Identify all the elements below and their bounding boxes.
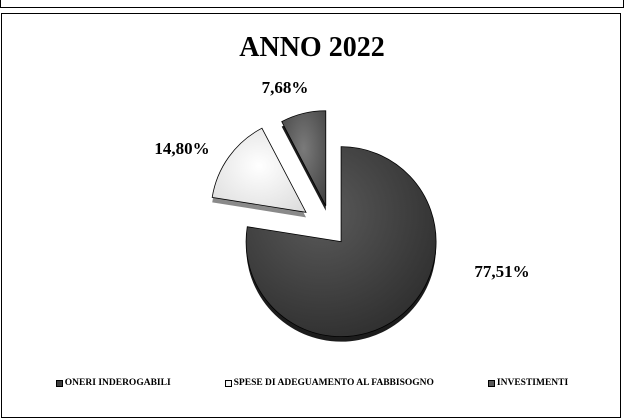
legend-item-oneri-inderogabili: ONERI INDEROGABILI: [55, 378, 171, 388]
slice-oneri-inderogabili: [245, 146, 437, 338]
legend-label: ONERI INDEROGABILI: [64, 378, 171, 388]
legend-item-spese-adeguamento: SPESE DI ADEGUAMENTO AL FABBISOGNO: [224, 378, 434, 388]
data-label-spese-adeguamento: 14,80%: [154, 139, 209, 158]
legend-label: INVESTIMENTI: [496, 378, 569, 388]
data-label-investimenti: 7,68%: [262, 78, 309, 97]
legend-swatch-icon: [487, 379, 495, 387]
legend: ONERI INDEROGABILI SPESE DI ADEGUAMENTO …: [2, 378, 622, 388]
chart-title: ANNO 2022: [239, 32, 385, 63]
legend-item-investimenti: INVESTIMENTI: [487, 378, 569, 388]
chart-area: ANNO 2022 77,51% 14,80% 7,68% ONERI INDERO…: [1, 13, 621, 418]
top-border-strip: [0, 0, 624, 8]
slice-spese-adeguamento: [211, 127, 307, 213]
pie-chart: 77,51% 14,80% 7,68%: [154, 78, 530, 342]
legend-label: SPESE DI ADEGUAMENTO AL FABBISOGNO: [233, 378, 434, 388]
legend-swatch-icon: [55, 379, 63, 387]
data-label-oneri-inderogabili: 77,51%: [474, 262, 529, 281]
slice-investimenti: [281, 110, 327, 206]
legend-swatch-icon: [224, 379, 232, 387]
